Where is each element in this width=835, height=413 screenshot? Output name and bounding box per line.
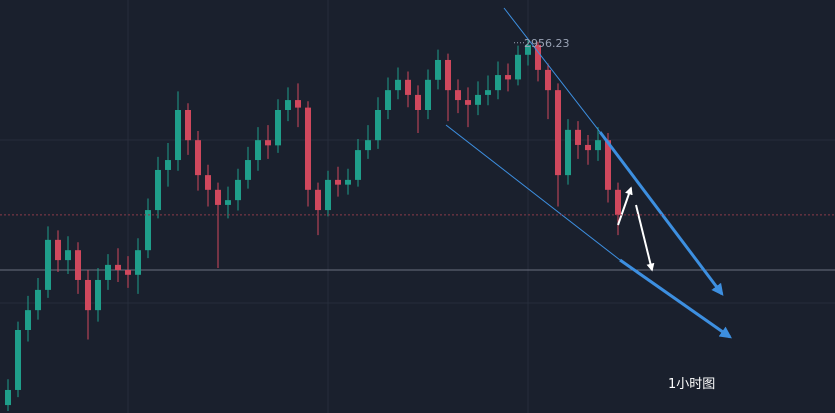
candle-body	[185, 110, 191, 141]
candle-body	[265, 140, 271, 146]
candle-body	[305, 107, 311, 190]
candle-body	[295, 100, 301, 108]
candle-body	[405, 79, 411, 95]
candle-body	[495, 75, 501, 91]
candle-body	[215, 189, 221, 205]
candle-body	[395, 79, 401, 91]
candle-body	[605, 140, 611, 190]
trend-lines	[445, 7, 732, 339]
candle-body	[385, 90, 391, 111]
candle-body	[355, 150, 361, 180]
candle-body	[55, 239, 61, 261]
candle-body	[25, 310, 31, 331]
candle-body	[145, 210, 151, 251]
candle-body	[505, 75, 511, 80]
timeframe-label: 1小时图	[668, 377, 715, 392]
candle-body	[255, 140, 261, 161]
candle-body	[85, 279, 91, 311]
candle-body	[575, 129, 581, 145]
peak-label: 2956.23	[524, 37, 570, 50]
candle-body	[315, 189, 321, 211]
candle-body	[65, 250, 71, 261]
candle-body	[425, 79, 431, 111]
candle-body	[325, 179, 331, 211]
candle-body	[585, 144, 591, 151]
candle-body	[515, 54, 521, 80]
candle-body	[175, 110, 181, 161]
candle-body	[445, 59, 451, 91]
candle-body	[105, 264, 111, 280]
candle-body	[45, 239, 51, 290]
candle-body	[245, 160, 251, 180]
candle-body	[15, 330, 21, 390]
candle-body	[375, 110, 381, 141]
candle-body	[435, 59, 441, 80]
candle-body	[455, 90, 461, 101]
candle-body	[95, 279, 101, 311]
candle-body	[365, 140, 371, 151]
candle-body	[275, 110, 281, 146]
candle-body	[615, 189, 621, 215]
candle-body	[125, 270, 131, 275]
candle-body	[5, 389, 11, 406]
candle-body	[115, 264, 121, 271]
candle-body	[415, 94, 421, 111]
candle-body	[555, 90, 561, 176]
candle-body	[335, 179, 341, 185]
candle-body	[165, 160, 171, 170]
candle-body	[235, 179, 241, 201]
candle-body	[525, 44, 531, 55]
candle-body	[35, 289, 41, 311]
candle-body	[465, 100, 471, 105]
candle-body	[75, 250, 81, 280]
candle-body	[135, 250, 141, 275]
candle-body	[485, 90, 491, 95]
candle-body	[345, 179, 351, 185]
candle-body	[475, 94, 481, 105]
candle-body	[595, 140, 601, 151]
candle-body	[205, 175, 211, 190]
candle-body	[565, 129, 571, 176]
candles	[5, 38, 621, 412]
candle-body	[285, 100, 291, 111]
candle-body	[535, 44, 541, 70]
candle-body	[155, 169, 161, 211]
candle-body	[545, 69, 551, 91]
candle-body	[195, 140, 201, 176]
candle-body	[225, 200, 231, 205]
